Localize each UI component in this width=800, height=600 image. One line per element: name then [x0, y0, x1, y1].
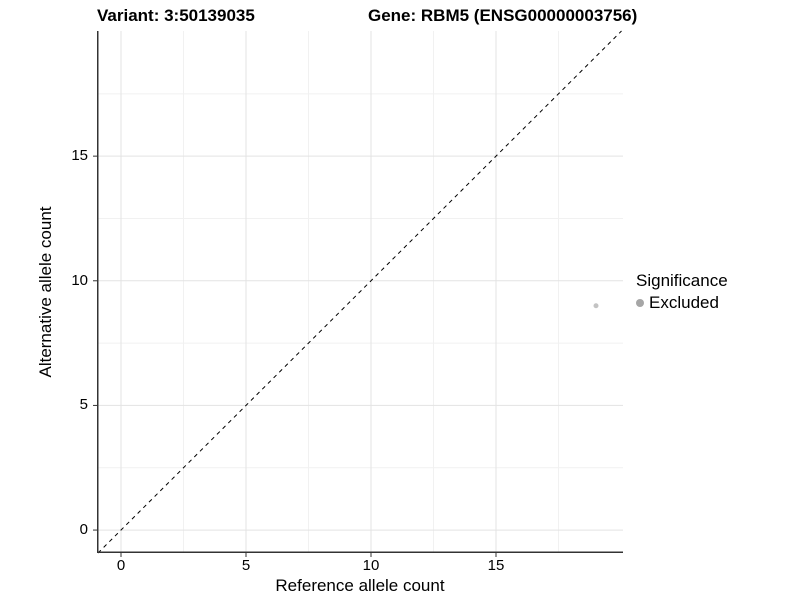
gene-title: Gene: RBM5 (ENSG00000003756) — [368, 6, 638, 25]
plot-panel — [93, 30, 623, 557]
legend-title: Significance — [636, 271, 728, 290]
y-axis-title: Alternative allele count — [36, 206, 55, 378]
legend-key-dot-icon — [636, 299, 644, 307]
variant-title: Variant: 3:50139035 — [97, 6, 255, 25]
y-tick-label: 5 — [79, 396, 88, 414]
x-tick-label: 5 — [241, 557, 251, 574]
legend-item-label: Excluded — [649, 293, 719, 312]
y-tick-label: 0 — [79, 521, 88, 539]
x-tick-label: 0 — [116, 557, 126, 574]
legend: Significance Excluded — [636, 271, 728, 313]
x-tick-label: 10 — [362, 557, 380, 574]
data-point — [593, 303, 599, 309]
x-tick-label: 15 — [487, 557, 505, 574]
legend-item-excluded: Excluded — [636, 293, 728, 313]
identity-dashed-line — [97, 30, 622, 554]
x-axis-title: Reference allele count — [275, 576, 445, 595]
y-tick-label: 10 — [71, 271, 88, 289]
y-tick-label: 15 — [71, 147, 88, 165]
